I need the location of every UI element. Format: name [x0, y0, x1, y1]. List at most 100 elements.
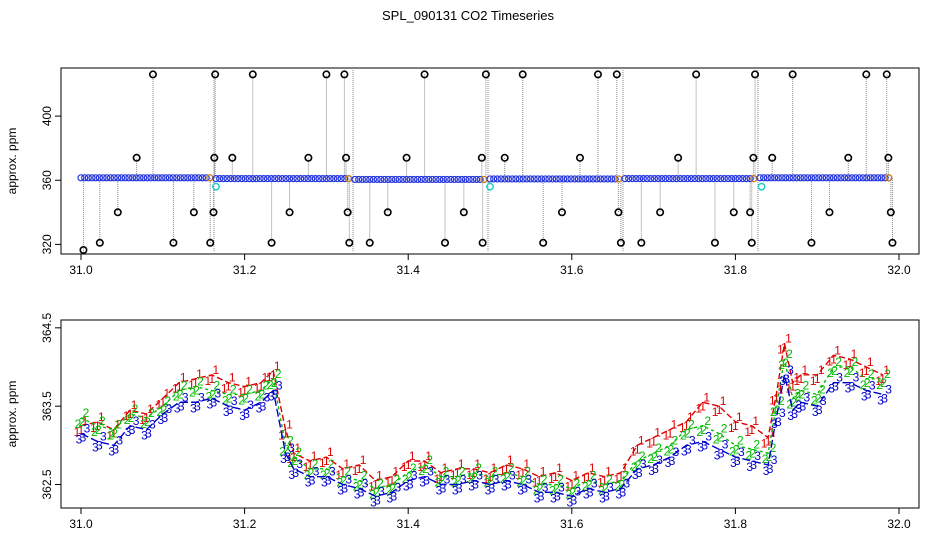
series-point-label: 3: [394, 480, 401, 494]
series-point-label: 3: [583, 487, 590, 501]
series-point-label: 1: [830, 352, 837, 366]
series-point-label: 2: [393, 473, 400, 487]
series-point-label: 3: [845, 382, 852, 396]
series-point-label: 1: [834, 343, 841, 357]
baseline-point: [417, 175, 425, 184]
series-point-label: 3: [787, 363, 794, 377]
baseline-point: [526, 175, 535, 183]
outlier-point: [746, 208, 755, 217]
series-point-label: 3: [354, 487, 361, 501]
series-point-label: 3: [722, 437, 729, 451]
series-point-label: 3: [207, 397, 214, 411]
series-point-label: 3: [795, 398, 802, 412]
baseline-point: [180, 174, 188, 182]
x-tick: 31.4: [397, 254, 420, 277]
series-point-label: 1: [540, 465, 547, 479]
baseline-point: [125, 174, 133, 182]
series-point-label: 2: [291, 454, 298, 468]
baseline-point: [796, 174, 805, 182]
baseline-point: [669, 175, 677, 183]
series-point-label: 3: [787, 409, 794, 423]
series-point-label: 1: [425, 449, 432, 463]
series-point-label: 2: [553, 482, 560, 496]
series-point-label: 3: [616, 487, 623, 501]
series-point-label: 2: [582, 480, 589, 494]
y-tick-label: 363.5: [40, 391, 54, 421]
series-point-label: 3: [832, 380, 839, 394]
outlier-point: [844, 153, 853, 162]
series-point-label: 1: [736, 410, 743, 424]
series-point-label: 3: [493, 473, 500, 487]
series-point-label: 1: [519, 466, 526, 480]
series-point-label: 2: [794, 390, 801, 404]
series-point-label: 1: [90, 421, 97, 435]
baseline-point: [829, 174, 838, 182]
baseline-point: [260, 175, 268, 183]
series-point-label: 1: [372, 478, 379, 492]
series-point-label: 1: [777, 382, 784, 396]
series-point-label: 3: [436, 484, 443, 498]
series-point-label: 2: [197, 375, 204, 389]
baseline-point: [742, 175, 751, 183]
series-point-label: 3: [799, 399, 806, 413]
baseline-point: [537, 175, 546, 183]
series-point-label: 2: [549, 484, 556, 498]
baseline-point: [739, 175, 747, 183]
series-point-label: 1: [650, 435, 657, 449]
series-point-label: 3: [386, 491, 393, 505]
series-point-label: 1: [646, 437, 653, 451]
cyan-point: [757, 182, 766, 191]
baseline-point: [256, 175, 264, 183]
series-point-label: 2: [418, 464, 425, 478]
series-point-label: 2: [385, 484, 392, 498]
baseline-point: [99, 174, 107, 182]
series-point-label: 1: [769, 393, 776, 407]
series-point-label: 3: [603, 489, 610, 503]
series-point-label: 2: [361, 469, 368, 483]
series-point-label: 1: [454, 466, 461, 480]
baseline-point: [341, 175, 349, 183]
series-point-label: 3: [791, 407, 798, 421]
series-point-label: 3: [472, 478, 479, 492]
baseline-point: [589, 175, 597, 183]
series-point-label: 3: [689, 433, 696, 447]
series-point-label: 3: [129, 423, 136, 437]
y-axis-label: approx. ppm: [5, 381, 19, 448]
series-point-label: 1: [474, 457, 481, 471]
series-point-label: 3: [767, 462, 774, 476]
series-point-label: 1: [728, 421, 735, 435]
series-point-label: 3: [738, 445, 745, 459]
series-point-label: 3: [325, 474, 332, 488]
baseline-point: [501, 175, 509, 183]
series-point-label: 1: [110, 427, 117, 441]
series-point-label: 2: [590, 469, 597, 483]
series-point-label: 1: [687, 410, 694, 424]
series-point-label: 2: [884, 367, 891, 381]
outlier-point: [807, 238, 816, 247]
series-point-label: 2: [295, 445, 302, 459]
baseline-point: [252, 175, 261, 183]
series-point-label: 2: [287, 433, 294, 447]
series-point-label: 3: [227, 403, 234, 417]
baseline-point: [807, 174, 816, 182]
series-point-label: 3: [157, 413, 164, 427]
series-point-label: 1: [793, 371, 800, 385]
baseline-point: [395, 175, 403, 184]
series-point-label: 1: [503, 462, 510, 476]
baseline-point: [377, 175, 385, 184]
series-point-label: 2: [848, 364, 855, 378]
baseline-point: [885, 174, 893, 182]
series-point-label: 1: [732, 419, 739, 433]
series-line: [80, 374, 883, 497]
series-point-label: 2: [255, 390, 262, 404]
series-point-label: 3: [378, 484, 385, 498]
baseline-point: [552, 175, 560, 183]
baseline-point: [380, 175, 389, 184]
baseline-point: [611, 175, 619, 183]
series-point-label: 2: [373, 485, 380, 499]
series-point-label: 1: [568, 478, 575, 492]
series-point-label: 1: [810, 374, 817, 388]
baseline-point: [844, 174, 852, 182]
series-point-label: 2: [214, 379, 221, 393]
x-tick: 32.0: [887, 508, 911, 531]
